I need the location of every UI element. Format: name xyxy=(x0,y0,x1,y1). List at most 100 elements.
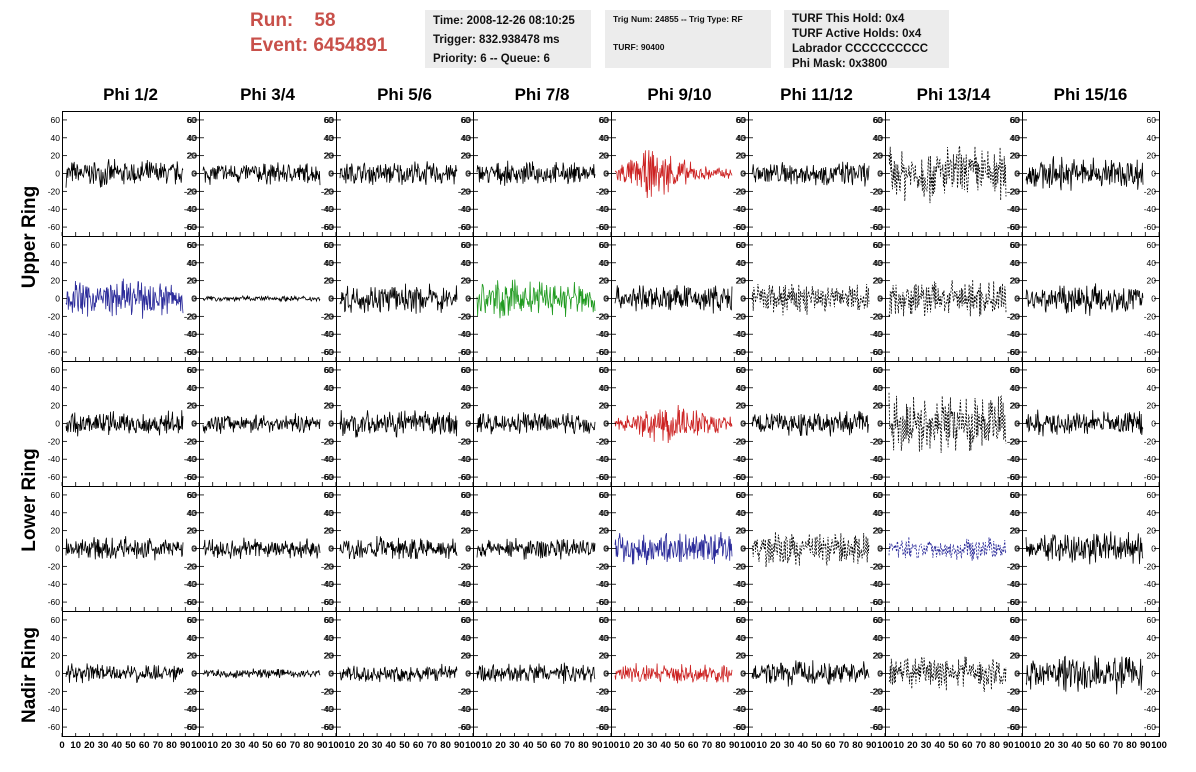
y-tick-label: 0 xyxy=(329,544,334,554)
y-tick-label: 0 xyxy=(878,544,883,554)
y-tick-label: 60 xyxy=(51,365,61,375)
y-tick-label: -60 xyxy=(184,222,197,232)
y-tick-label: 40 xyxy=(1147,383,1157,393)
y-tick-label: 60 xyxy=(461,615,471,625)
y-tick-label: -40 xyxy=(1007,454,1020,464)
y-tick-label: 0 xyxy=(466,419,471,429)
y-tick-label: -60 xyxy=(733,722,746,732)
y-tick-label: 20 xyxy=(599,651,609,661)
y-tick-label: 0 xyxy=(878,294,883,304)
y-tick-label: -20 xyxy=(321,561,334,571)
y-tick-label: -20 xyxy=(48,311,61,321)
y-tick-label: -40 xyxy=(597,204,610,214)
y-tick-label: -20 xyxy=(871,311,884,321)
x-tick-label: 10 xyxy=(70,740,81,751)
y-tick-label: -20 xyxy=(1007,686,1020,696)
y-tick-label: 40 xyxy=(599,633,609,643)
y-tick-label: 40 xyxy=(873,383,883,393)
x-tick-label: 30 xyxy=(98,740,109,751)
y-tick-label: -60 xyxy=(458,472,471,482)
y-tick-label: -20 xyxy=(870,436,883,446)
y-tick-label: 40 xyxy=(51,633,61,643)
y-tick-label: -60 xyxy=(871,597,884,607)
y-tick-label: 20 xyxy=(462,151,472,161)
y-tick-label: -20 xyxy=(321,436,334,446)
y-tick-label: -20 xyxy=(458,186,471,196)
y-tick-label: 0 xyxy=(877,169,882,179)
y-tick-label: -20 xyxy=(870,561,883,571)
y-tick-label: -20 xyxy=(185,436,198,446)
x-tick-label: 80 xyxy=(715,740,726,751)
y-tick-label: -60 xyxy=(1008,472,1021,482)
y-tick-label: -40 xyxy=(1008,704,1021,714)
waveform-trace xyxy=(476,412,596,435)
waveform-trace xyxy=(614,663,733,684)
y-tick-label: -20 xyxy=(48,186,61,196)
y-tick-label: 0 xyxy=(1015,419,1020,429)
y-tick-label: 40 xyxy=(462,133,472,143)
y-tick-label: -60 xyxy=(597,472,610,482)
y-tick-label: -40 xyxy=(597,454,610,464)
y-tick-label: -60 xyxy=(870,222,883,232)
y-tick-label: 0 xyxy=(466,544,471,554)
event-label: Event: xyxy=(250,35,309,56)
y-tick-label: 0 xyxy=(55,294,60,304)
y-tick-label: 0 xyxy=(192,544,197,554)
y-tick-label: 0 xyxy=(1015,294,1020,304)
y-tick-label: 0 xyxy=(1014,419,1019,429)
x-tick-label: 90 xyxy=(180,740,191,751)
y-tick-label: -20 xyxy=(596,311,609,321)
y-tick-label: -20 xyxy=(734,311,747,321)
panel-frame xyxy=(885,611,1023,737)
x-tick-label: 20 xyxy=(84,740,95,751)
y-tick-label: 40 xyxy=(1010,508,1020,518)
y-tick-label: -60 xyxy=(321,472,334,482)
x-tick-label: 50 xyxy=(125,740,136,751)
y-tick-label: 20 xyxy=(1147,651,1157,661)
y-tick-label: 60 xyxy=(1147,615,1157,625)
y-tick-label: 60 xyxy=(1011,490,1021,500)
y-tick-label: 0 xyxy=(878,419,883,429)
y-tick-label: -40 xyxy=(870,579,883,589)
y-tick-label: 0 xyxy=(465,544,470,554)
y-tick-label: 20 xyxy=(461,651,471,661)
y-tick-label: -40 xyxy=(733,329,746,339)
y-tick-label: 20 xyxy=(1010,151,1020,161)
y-tick-label: 0 xyxy=(878,669,883,679)
y-tick-label: 20 xyxy=(1011,526,1021,536)
y-tick-label: -40 xyxy=(184,204,197,214)
y-tick-label: 20 xyxy=(324,151,334,161)
event-time-info-box: Time: 2008-12-26 08:10:25 Trigger: 832.9… xyxy=(425,10,591,68)
waveform-trace xyxy=(476,160,596,186)
y-tick-label: -60 xyxy=(184,472,197,482)
y-tick-label: 40 xyxy=(873,258,883,268)
y-tick-label: 0 xyxy=(603,294,608,304)
waveform-trace xyxy=(888,536,1007,561)
y-tick-label: 40 xyxy=(187,133,197,143)
y-tick-label: -60 xyxy=(1007,597,1020,607)
y-tick-label: 0 xyxy=(466,169,471,179)
y-tick-label: 60 xyxy=(461,115,471,125)
y-tick-label: 40 xyxy=(600,633,610,643)
x-tick-label: 40 xyxy=(112,740,123,751)
y-tick-label: 20 xyxy=(461,276,471,286)
x-tick-label: 50 xyxy=(399,740,410,751)
y-tick-label: 0 xyxy=(191,544,196,554)
y-tick-label: 60 xyxy=(736,490,746,500)
y-tick-label: -40 xyxy=(48,204,61,214)
y-tick-label: 0 xyxy=(740,669,745,679)
x-tick-label: 100 xyxy=(1014,740,1030,751)
y-tick-label: 20 xyxy=(737,651,747,661)
column-header-phi-5-6: Phi 5/6 xyxy=(377,85,432,104)
y-tick-label: 0 xyxy=(55,544,60,554)
waveform-trace xyxy=(339,283,458,314)
y-tick-label: -60 xyxy=(597,597,610,607)
y-tick-label: 40 xyxy=(461,508,471,518)
y-tick-label: -20 xyxy=(1007,436,1020,446)
y-tick-label: -20 xyxy=(871,436,884,446)
y-tick-label: -40 xyxy=(184,579,197,589)
y-tick-label: 0 xyxy=(1015,669,1020,679)
y-tick-label: 60 xyxy=(600,115,610,125)
y-tick-label: -60 xyxy=(734,722,747,732)
turf-text: TURF: 90400 xyxy=(613,42,665,52)
